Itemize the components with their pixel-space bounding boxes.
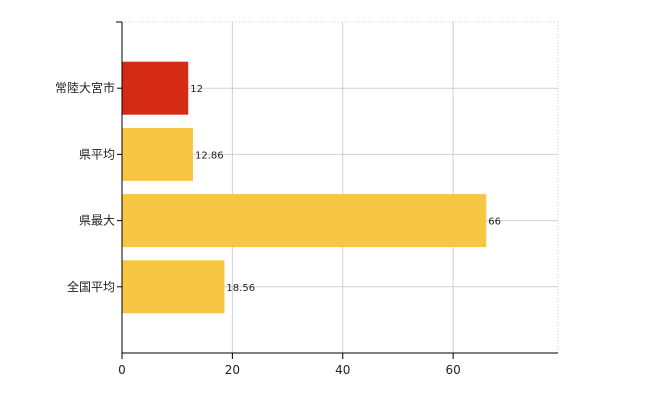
category-label: 常陸大宮市 [55,80,115,95]
x-tick-label: 20 [225,363,240,377]
axes [116,21,558,359]
bars [122,61,487,314]
bar [122,127,193,181]
labels: 12 常陸大宮市 12.86 県平均 66 県最大 18.56 全国平均 0 20 40 60 [55,80,501,377]
x-tick-label: 40 [335,363,350,377]
bar [122,260,225,314]
data-label: 12.86 [195,150,224,161]
data-label: 12 [190,84,203,95]
x-tick-label: 0 [118,363,126,377]
bar [122,194,487,248]
bar [122,61,189,115]
category-label: 県平均 [79,147,115,161]
category-label: 県最大 [79,214,115,228]
data-label: 66 [488,217,501,228]
x-tick-label: 60 [445,363,460,377]
data-label: 18.56 [226,283,255,294]
category-label: 全国平均 [67,279,115,294]
